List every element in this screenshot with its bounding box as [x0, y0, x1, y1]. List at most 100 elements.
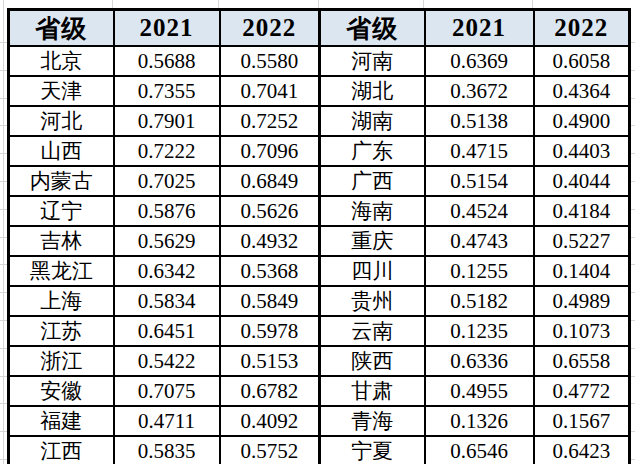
- value-cell: 0.5849: [220, 286, 320, 316]
- table-row: 山西0.72220.7096广东0.47150.4403: [9, 136, 630, 166]
- value-cell: 0.5834: [114, 286, 220, 316]
- table-row: 内蒙古0.70250.6849广西0.51540.4044: [9, 166, 630, 196]
- value-cell: 0.1567: [534, 406, 630, 436]
- value-cell: 0.7025: [114, 166, 220, 196]
- province-cell: 湖北: [320, 76, 425, 106]
- value-cell: 0.4403: [534, 136, 630, 166]
- header-province-left: 省级: [9, 10, 114, 47]
- province-cell: 天津: [9, 76, 114, 106]
- value-cell: 0.4184: [534, 196, 630, 226]
- province-cell: 黑龙江: [9, 256, 114, 286]
- value-cell: 0.5154: [425, 166, 534, 196]
- value-cell: 0.1235: [425, 316, 534, 346]
- value-cell: 0.5752: [220, 436, 320, 464]
- table-row: 上海0.58340.5849贵州0.51820.4989: [9, 286, 630, 316]
- province-data-table: 省级 2021 2022 省级 2021 2022 北京0.56880.5580…: [7, 8, 631, 464]
- value-cell: 0.1326: [425, 406, 534, 436]
- province-cell: 广西: [320, 166, 425, 196]
- value-cell: 0.6451: [114, 316, 220, 346]
- value-cell: 0.4989: [534, 286, 630, 316]
- header-2022-left: 2022: [220, 10, 320, 47]
- value-cell: 0.5626: [220, 196, 320, 226]
- value-cell: 0.4743: [425, 226, 534, 256]
- value-cell: 0.7096: [220, 136, 320, 166]
- province-cell: 河南: [320, 46, 425, 76]
- table-row: 浙江0.54220.5153陕西0.63360.6558: [9, 346, 630, 376]
- table-row: 吉林0.56290.4932重庆0.47430.5227: [9, 226, 630, 256]
- header-province-right: 省级: [320, 10, 425, 47]
- province-cell: 重庆: [320, 226, 425, 256]
- province-cell: 辽宁: [9, 196, 114, 226]
- province-cell: 广东: [320, 136, 425, 166]
- province-cell: 内蒙古: [9, 166, 114, 196]
- value-cell: 0.7075: [114, 376, 220, 406]
- value-cell: 0.7222: [114, 136, 220, 166]
- value-cell: 0.6058: [534, 46, 630, 76]
- province-cell: 江西: [9, 436, 114, 464]
- value-cell: 0.4711: [114, 406, 220, 436]
- value-cell: 0.6342: [114, 256, 220, 286]
- value-cell: 0.7252: [220, 106, 320, 136]
- value-cell: 0.6546: [425, 436, 534, 464]
- province-cell: 山西: [9, 136, 114, 166]
- value-cell: 0.6369: [425, 46, 534, 76]
- value-cell: 0.6336: [425, 346, 534, 376]
- value-cell: 0.4364: [534, 76, 630, 106]
- province-cell: 四川: [320, 256, 425, 286]
- value-cell: 0.6423: [534, 436, 630, 464]
- value-cell: 0.6558: [534, 346, 630, 376]
- province-cell: 福建: [9, 406, 114, 436]
- header-2021-left: 2021: [114, 10, 220, 47]
- table-row: 天津0.73550.7041湖北0.36720.4364: [9, 76, 630, 106]
- value-cell: 0.5368: [220, 256, 320, 286]
- value-cell: 0.5138: [425, 106, 534, 136]
- spreadsheet-canvas: 省级 2021 2022 省级 2021 2022 北京0.56880.5580…: [0, 0, 635, 464]
- value-cell: 0.7355: [114, 76, 220, 106]
- value-cell: 0.5182: [425, 286, 534, 316]
- province-cell: 江苏: [9, 316, 114, 346]
- value-cell: 0.4900: [534, 106, 630, 136]
- value-cell: 0.4955: [425, 376, 534, 406]
- province-cell: 海南: [320, 196, 425, 226]
- value-cell: 0.1073: [534, 316, 630, 346]
- table-row: 安徽0.70750.6782甘肃0.49550.4772: [9, 376, 630, 406]
- table-header-row: 省级 2021 2022 省级 2021 2022: [9, 10, 630, 47]
- value-cell: 0.3672: [425, 76, 534, 106]
- value-cell: 0.5835: [114, 436, 220, 464]
- value-cell: 0.1404: [534, 256, 630, 286]
- value-cell: 0.7041: [220, 76, 320, 106]
- value-cell: 0.4524: [425, 196, 534, 226]
- table-row: 江苏0.64510.5978云南0.12350.1073: [9, 316, 630, 346]
- province-cell: 云南: [320, 316, 425, 346]
- value-cell: 0.7901: [114, 106, 220, 136]
- value-cell: 0.5978: [220, 316, 320, 346]
- province-cell: 陕西: [320, 346, 425, 376]
- table-body: 北京0.56880.5580河南0.63690.6058天津0.73550.70…: [9, 46, 630, 464]
- province-cell: 上海: [9, 286, 114, 316]
- table-row: 黑龙江0.63420.5368四川0.12550.1404: [9, 256, 630, 286]
- table-row: 江西0.58350.5752宁夏0.65460.6423: [9, 436, 630, 464]
- value-cell: 0.4092: [220, 406, 320, 436]
- value-cell: 0.5876: [114, 196, 220, 226]
- province-cell: 湖南: [320, 106, 425, 136]
- province-cell: 河北: [9, 106, 114, 136]
- value-cell: 0.5688: [114, 46, 220, 76]
- table-row: 北京0.56880.5580河南0.63690.6058: [9, 46, 630, 76]
- table-row: 河北0.79010.7252湖南0.51380.4900: [9, 106, 630, 136]
- value-cell: 0.4932: [220, 226, 320, 256]
- table-row: 辽宁0.58760.5626海南0.45240.4184: [9, 196, 630, 226]
- province-cell: 吉林: [9, 226, 114, 256]
- province-cell: 安徽: [9, 376, 114, 406]
- province-cell: 宁夏: [320, 436, 425, 464]
- value-cell: 0.5629: [114, 226, 220, 256]
- value-cell: 0.4715: [425, 136, 534, 166]
- province-cell: 北京: [9, 46, 114, 76]
- value-cell: 0.4772: [534, 376, 630, 406]
- value-cell: 0.6849: [220, 166, 320, 196]
- table-row: 福建0.47110.4092青海0.13260.1567: [9, 406, 630, 436]
- value-cell: 0.5580: [220, 46, 320, 76]
- province-cell: 青海: [320, 406, 425, 436]
- header-2021-right: 2021: [425, 10, 534, 47]
- header-2022-right: 2022: [534, 10, 630, 47]
- value-cell: 0.5422: [114, 346, 220, 376]
